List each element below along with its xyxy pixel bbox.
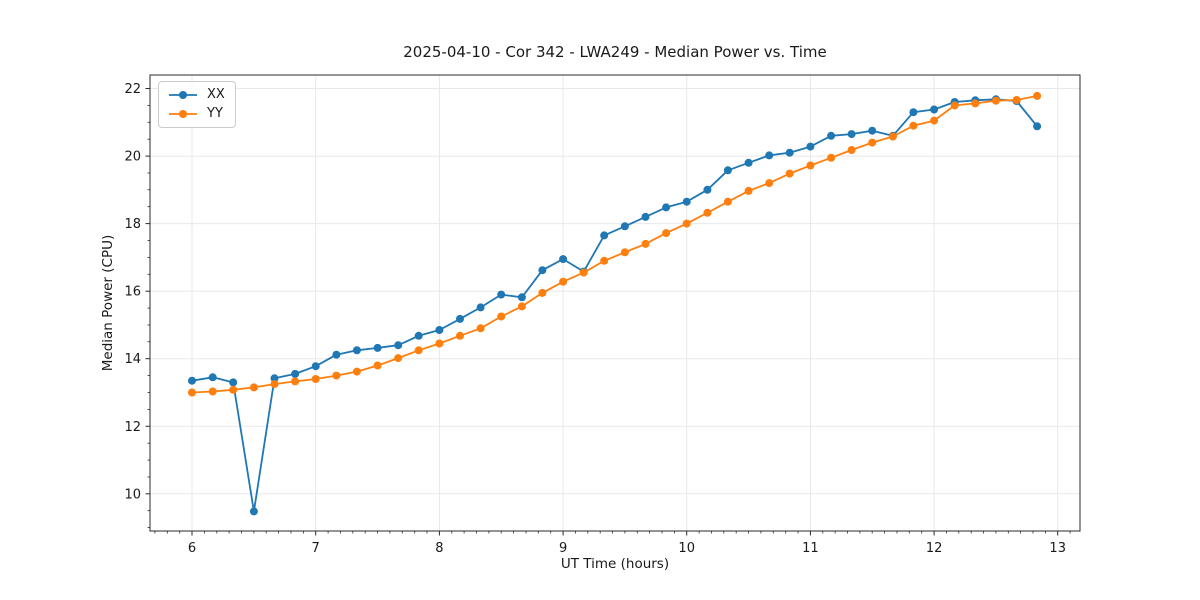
svg-text:10: 10 <box>124 487 141 502</box>
legend-line-sample-yy <box>169 110 197 118</box>
svg-text:18: 18 <box>124 217 141 232</box>
svg-text:12: 12 <box>124 420 141 435</box>
svg-text:11: 11 <box>802 541 819 556</box>
svg-text:20: 20 <box>124 150 141 165</box>
legend-label-xx: XX <box>207 87 225 102</box>
y-axis-label: Median Power (CPU) <box>100 234 116 372</box>
svg-text:7: 7 <box>312 541 320 556</box>
svg-text:8: 8 <box>435 541 443 556</box>
legend-item-xx: XX <box>167 87 225 103</box>
svg-text:9: 9 <box>559 541 567 556</box>
legend-label-yy: YY <box>207 106 223 121</box>
svg-text:16: 16 <box>124 285 141 300</box>
chart-title: 2025-04-10 - Cor 342 - LWA249 - Median P… <box>403 43 827 61</box>
svg-text:13: 13 <box>1049 541 1066 556</box>
legend-marker-xx <box>179 91 187 99</box>
x-axis-label: UT Time (hours) <box>560 556 670 572</box>
svg-text:10: 10 <box>678 541 695 556</box>
svg-text:12: 12 <box>926 541 943 556</box>
legend-line-sample-xx <box>169 91 197 99</box>
svg-text:14: 14 <box>124 352 141 367</box>
svg-text:22: 22 <box>124 82 141 97</box>
svg-text:6: 6 <box>188 541 196 556</box>
legend: XX YY <box>158 81 236 128</box>
legend-marker-yy <box>179 110 187 118</box>
legend-item-yy: YY <box>167 106 225 122</box>
